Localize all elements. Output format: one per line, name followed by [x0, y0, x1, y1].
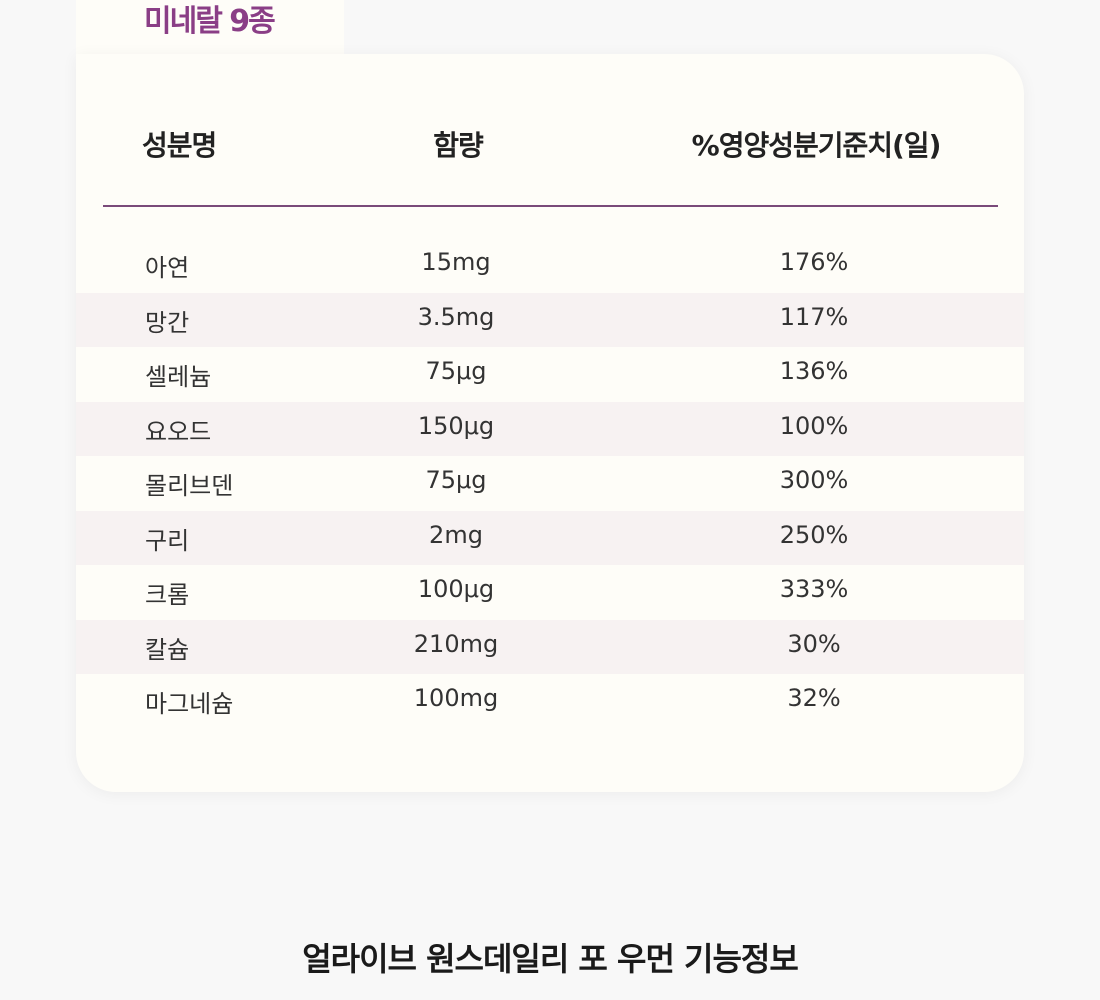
row-bg: [76, 510, 1024, 565]
table-cell: 100%: [779, 411, 849, 440]
table-cell: 176%: [779, 248, 849, 276]
table-cell: 아연: [145, 254, 190, 282]
table-cell: 300%: [779, 466, 849, 494]
row-bg: [76, 619, 1024, 674]
table-cell: 136%: [779, 357, 849, 385]
tab: 미네랄 9종: [76, 0, 344, 60]
table-cell: 333%: [779, 575, 849, 603]
table-cell: 75μg: [425, 357, 487, 385]
table-cell: 150μg: [417, 411, 495, 440]
table-cell: 75μg: [425, 466, 487, 494]
footer-title: 얼라이브 원스데일리 포 우먼 기능정보: [302, 940, 799, 978]
table-cell: 2mg: [429, 520, 483, 549]
table-cell: 망간: [145, 308, 190, 337]
table-cell: 15mg: [421, 248, 491, 276]
row-bg: [76, 292, 1024, 347]
table-cell: 117%: [779, 302, 849, 331]
table-cell: 3.5mg: [417, 302, 495, 331]
tab-label: 미네랄 9종: [144, 4, 276, 39]
table-cell: 크롬: [145, 581, 190, 609]
table-cell: 100mg: [413, 684, 499, 712]
table-cell: 250%: [779, 520, 849, 549]
header-cell: 함량: [433, 129, 484, 162]
table-cell: 셀레늄: [145, 363, 212, 391]
table-cell: 요오드: [145, 417, 212, 446]
table-cell: 구리: [145, 526, 190, 555]
table-cell: 210mg: [413, 629, 499, 658]
table-cell: 100μg: [417, 575, 495, 603]
table-cell: 32%: [787, 684, 841, 712]
table-cell: 칼슘: [145, 635, 190, 664]
table-cell: 몰리브덴: [145, 472, 234, 500]
row-bg: [76, 401, 1024, 456]
header-cell: 성분명: [142, 129, 217, 162]
divider: [103, 205, 998, 207]
table-cell: 30%: [787, 629, 841, 658]
header-cell: %영양성분기준치(일): [691, 129, 942, 162]
table-cell: 마그네슘: [145, 690, 234, 718]
